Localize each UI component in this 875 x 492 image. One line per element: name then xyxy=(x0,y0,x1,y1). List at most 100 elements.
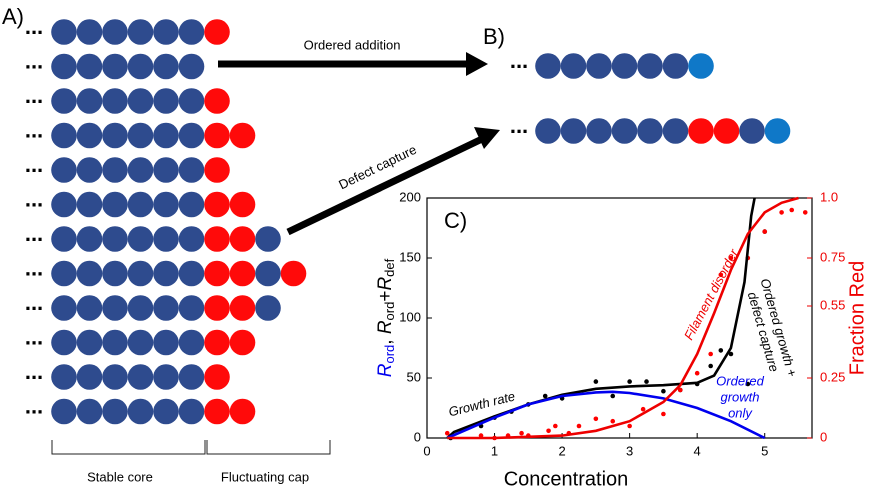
y2-tick-label: 0.55 xyxy=(820,297,845,312)
monomer xyxy=(204,295,230,321)
y-label-part: ord xyxy=(382,345,397,364)
monomer xyxy=(153,329,179,356)
ellipsis: ... xyxy=(25,186,43,211)
monomer xyxy=(102,329,128,356)
x-tick-label: 0 xyxy=(423,443,430,458)
monomer xyxy=(76,329,103,356)
monomer xyxy=(178,260,205,287)
monomer xyxy=(280,260,307,287)
panel-label: A) xyxy=(2,4,24,29)
monomer xyxy=(127,295,154,321)
annotation: Growth rate xyxy=(447,388,517,419)
y-label-part: R xyxy=(375,363,396,377)
data-point xyxy=(728,351,734,357)
monomer xyxy=(178,19,205,45)
monomer xyxy=(560,118,587,144)
data-point xyxy=(661,411,666,417)
arrow-label: Ordered addition xyxy=(304,37,401,52)
monomer xyxy=(153,122,179,149)
annotation-text: Filament disorder xyxy=(681,246,742,342)
monomer xyxy=(102,398,128,425)
monomer xyxy=(153,53,179,80)
data-point xyxy=(542,393,548,399)
monomer xyxy=(153,191,179,218)
monomer xyxy=(153,88,179,114)
monomer xyxy=(229,122,256,149)
bracket-label: Fluctuating cap xyxy=(221,469,309,484)
monomer xyxy=(204,364,230,390)
data-point xyxy=(789,207,795,213)
monomer xyxy=(51,260,77,287)
data-point xyxy=(708,363,713,369)
monomer xyxy=(76,19,103,45)
y-tick-label: 50 xyxy=(407,369,421,384)
monomer xyxy=(688,118,714,144)
y-tick-label: 100 xyxy=(399,309,421,324)
monomer xyxy=(204,88,230,114)
monomer xyxy=(535,53,561,79)
monomer xyxy=(713,118,740,144)
monomer xyxy=(739,118,765,144)
arrow-label: Defect capture xyxy=(336,142,419,193)
ellipsis: ... xyxy=(25,152,43,177)
monomer xyxy=(51,88,77,114)
y-label-part: + xyxy=(375,291,396,302)
monomer xyxy=(153,19,179,45)
monomer xyxy=(76,226,103,252)
monomer xyxy=(51,53,77,80)
ellipsis: ... xyxy=(25,221,43,246)
monomer xyxy=(127,88,154,114)
data-point xyxy=(802,210,808,215)
arrow xyxy=(218,52,488,76)
x-tick-label: 3 xyxy=(626,443,633,458)
monomer xyxy=(204,122,230,149)
monomer xyxy=(560,53,587,79)
monomer xyxy=(102,53,128,80)
fit-line xyxy=(447,196,799,440)
data-point xyxy=(661,388,666,394)
monomer xyxy=(102,226,128,252)
ellipsis: ... xyxy=(25,117,43,142)
monomer xyxy=(102,157,128,183)
monomer xyxy=(51,329,77,356)
ellipsis: ... xyxy=(25,359,43,384)
data-point xyxy=(627,423,632,429)
monomer xyxy=(153,364,179,390)
monomer xyxy=(586,118,612,144)
monomer xyxy=(102,88,128,114)
y2-tick-label: 0.25 xyxy=(820,369,845,384)
data-point xyxy=(546,428,551,434)
monomer xyxy=(76,53,103,80)
y2-tick-label: 0.75 xyxy=(820,249,845,264)
monomer xyxy=(127,398,154,425)
monomer xyxy=(535,118,561,144)
monomer xyxy=(51,122,77,149)
monomer xyxy=(153,295,179,321)
data-point xyxy=(728,255,734,261)
monomer xyxy=(229,329,256,356)
arrow xyxy=(286,127,500,236)
data-point xyxy=(519,430,524,436)
annotation: Filament disorder xyxy=(681,246,742,342)
monomer xyxy=(255,295,281,321)
monomer xyxy=(611,53,638,79)
monomer xyxy=(51,226,77,252)
ellipsis: ... xyxy=(25,83,43,108)
monomer xyxy=(127,226,154,252)
y-tick-label: 200 xyxy=(399,189,421,204)
monomer xyxy=(76,157,103,183)
monomer xyxy=(51,191,77,218)
ellipsis: ... xyxy=(510,113,528,138)
monomer xyxy=(153,157,179,183)
monomer xyxy=(662,53,689,79)
ellipsis: ... xyxy=(25,290,43,315)
monomer xyxy=(76,88,103,114)
panel-label: C) xyxy=(444,208,467,233)
monomer xyxy=(127,329,154,356)
annotation: Ordered growth +defect capture xyxy=(745,277,800,379)
monomer xyxy=(611,118,638,144)
y-label-part: ord xyxy=(382,302,397,321)
monomer xyxy=(229,398,256,425)
